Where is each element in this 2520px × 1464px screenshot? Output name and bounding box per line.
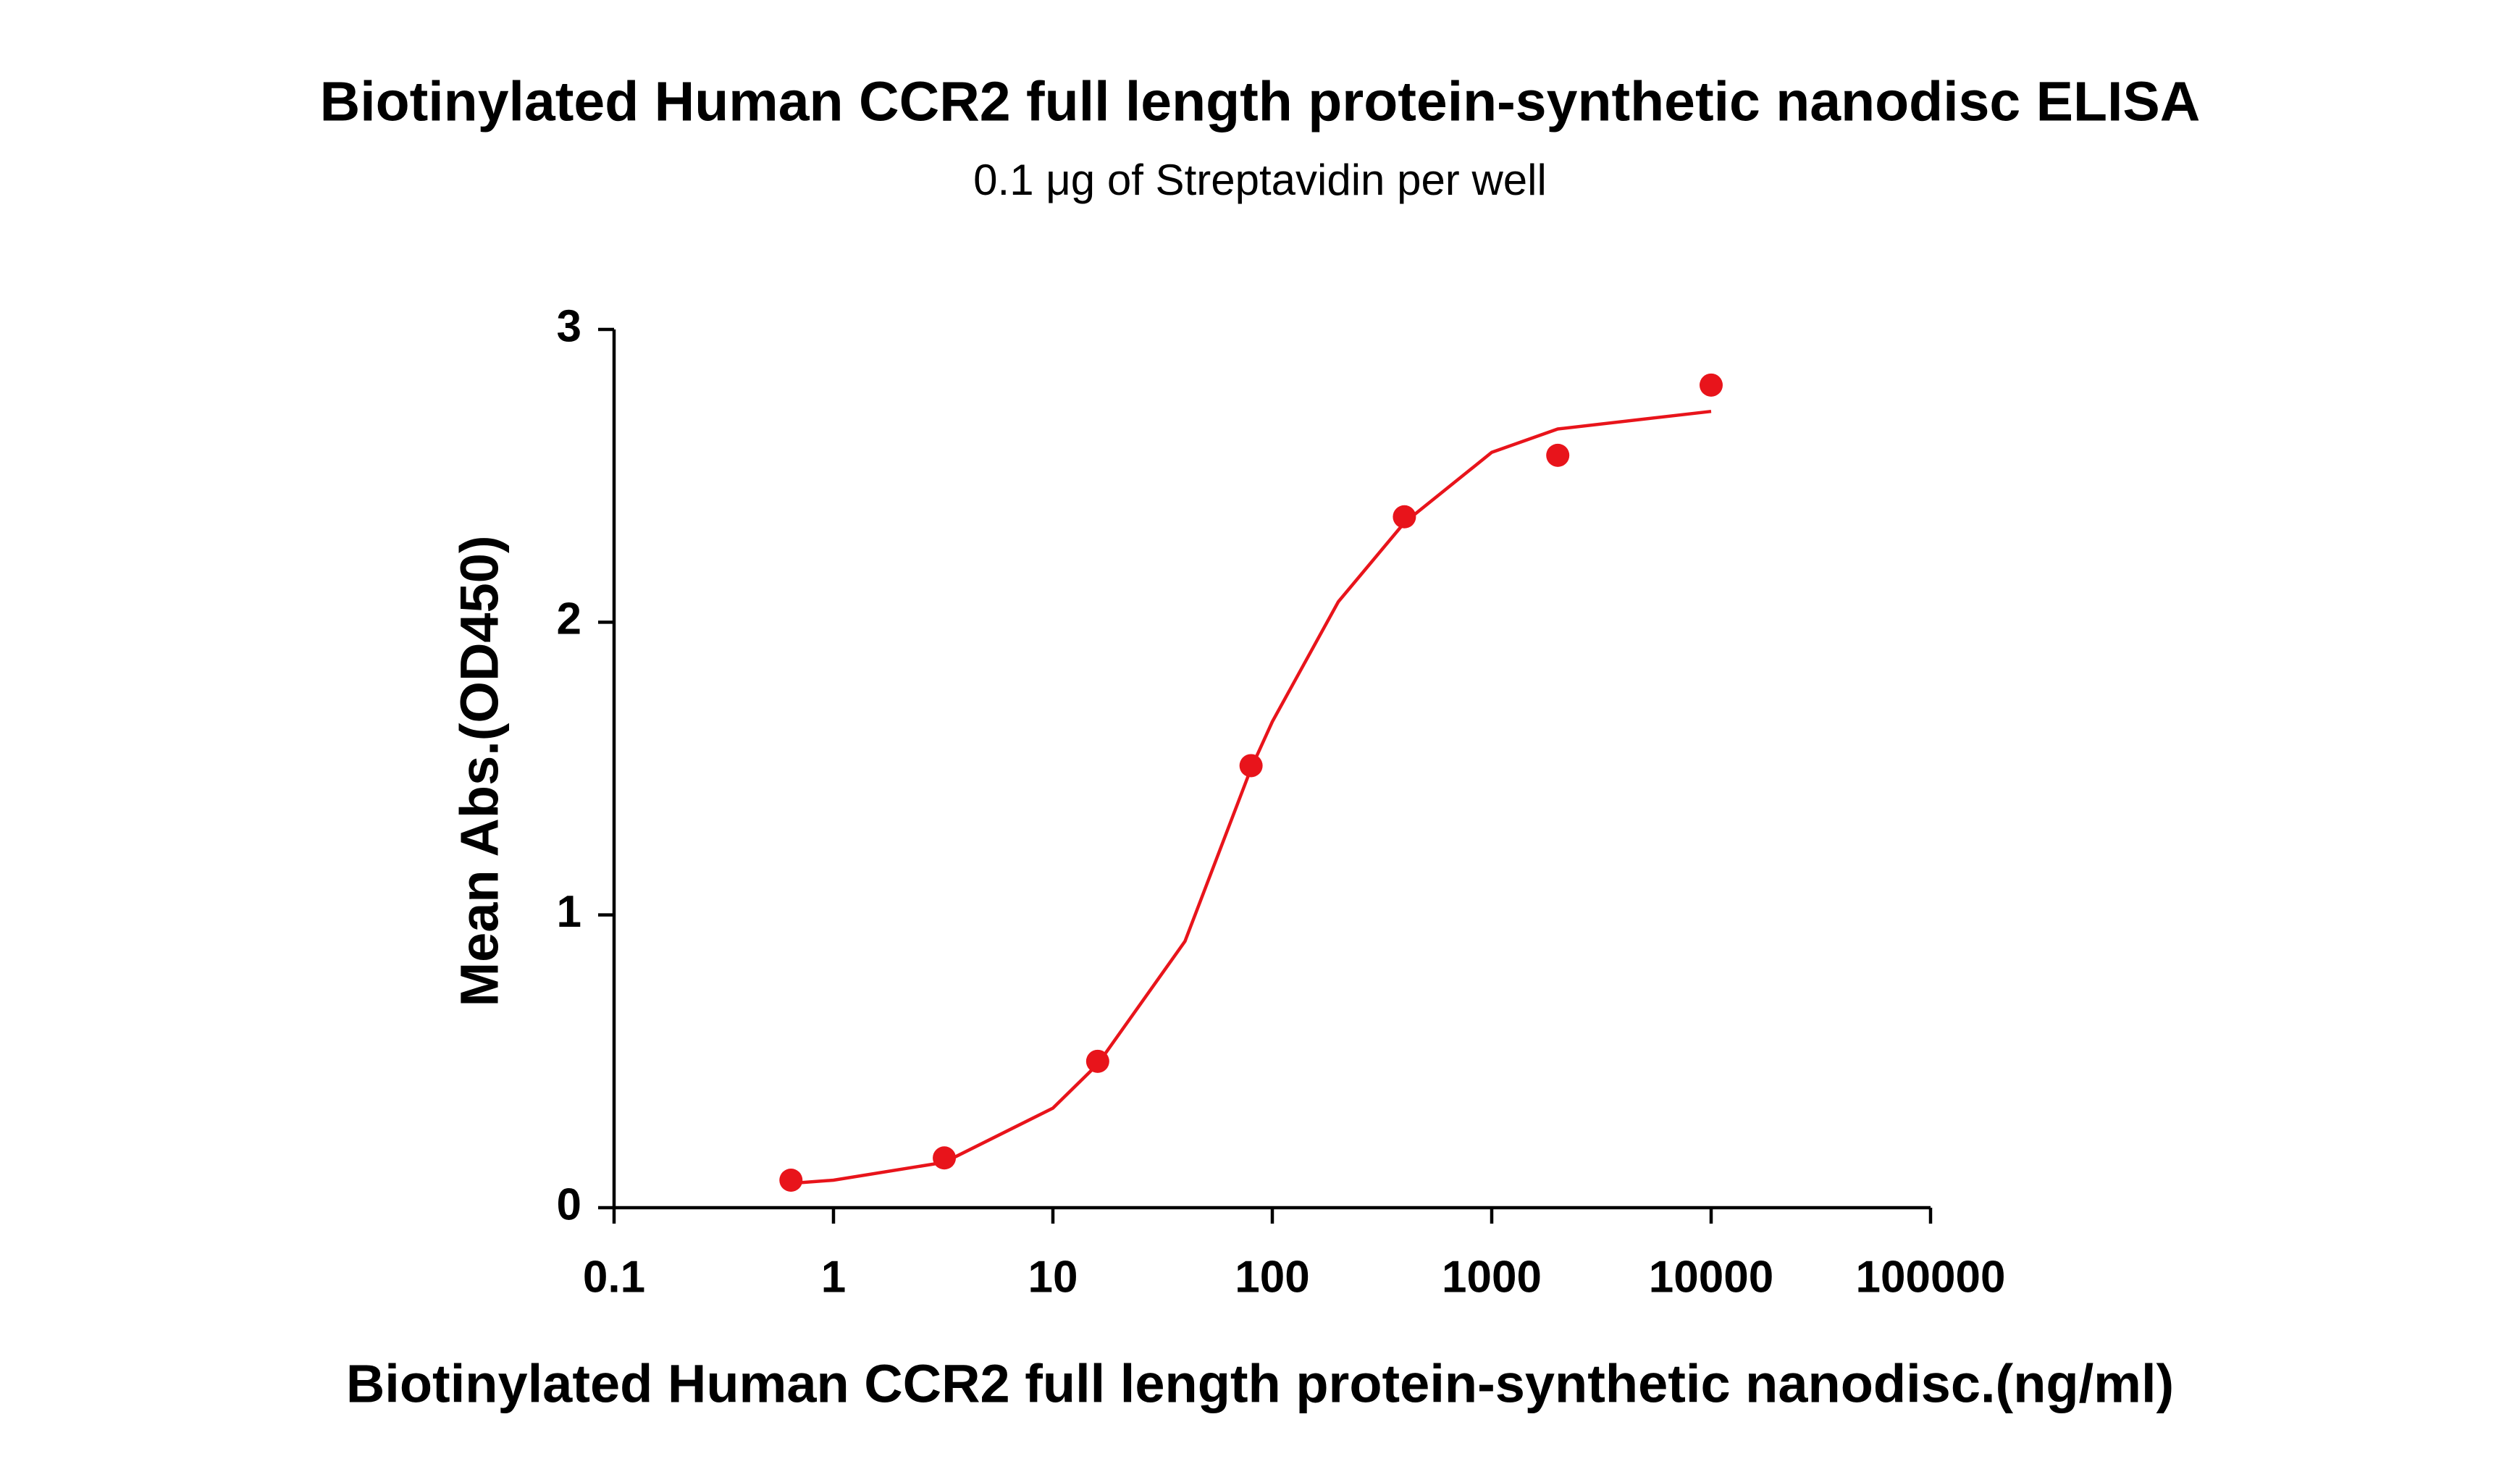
data-point xyxy=(933,1146,957,1170)
data-point xyxy=(1239,754,1263,778)
x-axis-label: Biotinylated Human CCR2 full length prot… xyxy=(346,1354,2174,1414)
data-point xyxy=(1546,443,1570,467)
x-tick-label: 10000 xyxy=(1649,1252,1773,1302)
x-tick-label: 10 xyxy=(1028,1252,1078,1302)
data-point xyxy=(1393,505,1416,529)
fit-curve xyxy=(791,409,1712,1185)
y-axis-label: Mean Abs.(OD450) xyxy=(450,535,510,1006)
x-tick-label: 100000 xyxy=(1856,1252,2006,1302)
data-point xyxy=(779,1168,803,1192)
data-point xyxy=(1700,373,1723,397)
y-tick-label: 0 xyxy=(557,1179,581,1229)
x-tick-label: 1 xyxy=(821,1252,846,1302)
chart-title: Biotinylated Human CCR2 full length prot… xyxy=(320,70,2201,132)
x-tick-label: 1000 xyxy=(1442,1252,1542,1302)
chart-subtitle: 0.1 μg of Streptavidin per well xyxy=(973,156,1547,204)
y-tick-label: 2 xyxy=(557,594,581,644)
x-tick-label: 100 xyxy=(1235,1252,1309,1302)
y-tick-label: 3 xyxy=(557,301,581,351)
y-tick-label: 1 xyxy=(557,887,581,937)
x-tick-label: 0.1 xyxy=(583,1252,645,1302)
data-point xyxy=(1085,1049,1109,1073)
